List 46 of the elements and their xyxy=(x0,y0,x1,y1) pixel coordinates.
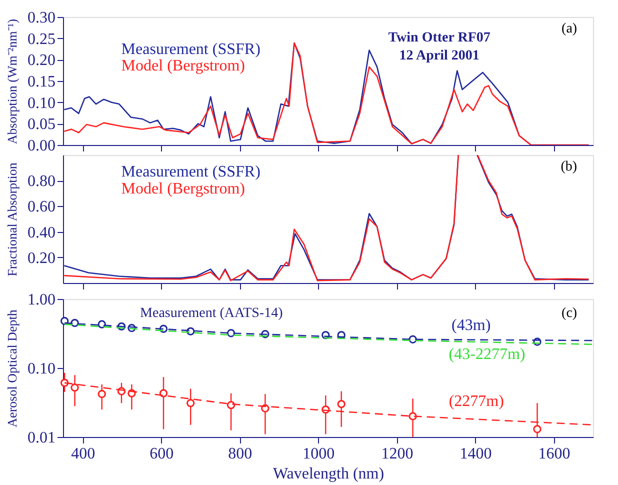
y-tick-label: 0.01 xyxy=(28,430,56,446)
annotation: Twin Otter RF07 xyxy=(388,30,490,46)
y-tick-label: 0.10 xyxy=(28,94,56,112)
text: (43m) xyxy=(452,317,491,334)
point xyxy=(159,389,168,398)
text: Measurement (SSFR) xyxy=(121,41,260,58)
y-tick-label: 0.10 xyxy=(28,360,56,378)
y-tick-label: 0.00 xyxy=(28,138,56,154)
annotation: (b) xyxy=(560,160,578,175)
y-tick-label: 0.20 xyxy=(28,52,56,70)
y-tick-label: 0.20 xyxy=(28,250,56,267)
point xyxy=(533,425,542,434)
y-tick-label: 0.15 xyxy=(28,74,56,90)
x-tick-label: 400 xyxy=(71,446,96,462)
point xyxy=(186,399,195,408)
y-tick-label: 0.80 xyxy=(28,173,56,190)
annotation: Measurement (AATS-14) xyxy=(140,306,284,321)
x-tick-label: 800 xyxy=(228,446,252,462)
y-axis-title: Fractional Absorption xyxy=(4,162,20,276)
text: (2277m) xyxy=(448,393,504,410)
annotation: 12 April 2001 xyxy=(399,48,480,64)
y-tick-label: 0.40 xyxy=(28,224,56,242)
y-tick-label: 0.60 xyxy=(28,198,56,216)
text: Model (Bergstrom) xyxy=(121,58,245,75)
line-series xyxy=(64,42,590,145)
point xyxy=(337,400,346,408)
point xyxy=(226,400,236,410)
point xyxy=(98,390,106,398)
text: Measurement (SSFR) xyxy=(121,164,260,181)
x-axis-title: Wavelength (nm) xyxy=(272,466,384,482)
point xyxy=(70,384,79,392)
y-tick-label: 0.30 xyxy=(28,10,56,26)
y-axis-title: Aerosol Optical Depth xyxy=(4,309,20,428)
text: Model (Bergstrom) xyxy=(121,180,245,198)
x-tick-label: 1400 xyxy=(460,446,492,462)
x-tick-label: 1200 xyxy=(381,446,414,462)
annotation: (c) xyxy=(562,306,578,321)
x-tick-label: 600 xyxy=(150,446,174,462)
x-tick-label: 1600 xyxy=(538,446,570,462)
annotation: (a) xyxy=(562,22,578,37)
y-tick-label: 1.00 xyxy=(28,292,56,308)
y-tick-label: 0.25 xyxy=(28,30,56,48)
y-axis-title: Absorption (Wm⁻²nm⁻¹) xyxy=(4,18,20,144)
x-tick-label: 1000 xyxy=(302,446,335,462)
series-label: (43-2277m) xyxy=(448,346,526,364)
y-tick-label: 0.05 xyxy=(28,116,56,134)
